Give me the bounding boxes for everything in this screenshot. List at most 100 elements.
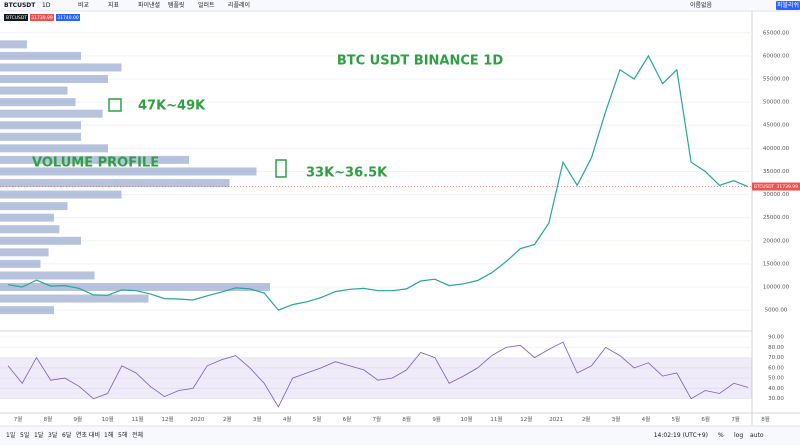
scale-option[interactable]: % [718, 432, 724, 439]
y-tick-label: 15000.00 [763, 261, 790, 267]
range-button[interactable]: 1달 [34, 431, 44, 439]
interval-button[interactable]: 1D [42, 2, 51, 9]
annotation: 33K~36.5K [306, 166, 388, 181]
volume-profile-bar [0, 40, 27, 49]
toolbar-button[interactable]: 리플레이 [228, 1, 250, 9]
x-tick-label: 2월 [582, 415, 591, 423]
y-tick-label: 55000.00 [763, 77, 790, 83]
bottom-bar [0, 426, 800, 445]
volume-profile-bar [0, 306, 54, 315]
y-tick-label: 90.00 [768, 335, 784, 341]
range-button[interactable]: 5해 [118, 431, 127, 439]
volume-profile-bar [0, 98, 76, 107]
y-tick-label: 10000.00 [763, 285, 790, 291]
x-tick-label: 12월 [161, 415, 173, 423]
volume-profile-bar [0, 190, 122, 199]
symbol-button[interactable]: BTCUSDT [4, 2, 36, 9]
toolbar-button[interactable]: 지표 [108, 1, 120, 9]
volume-profile-bar [0, 213, 54, 222]
y-tick-label: 50.00 [768, 376, 784, 382]
y-tick-label: 65000.00 [763, 30, 790, 36]
x-tick-label: 7월 [373, 415, 382, 423]
volume-profile-bar [0, 132, 81, 141]
range-button[interactable]: 1일 [6, 431, 15, 439]
volume-profile-bar [0, 121, 81, 130]
y-tick-label: 5000.00 [765, 308, 788, 314]
x-tick-label: 4월 [642, 415, 651, 423]
y-tick-label: 60.00 [768, 365, 784, 371]
x-tick-label: 11월 [490, 415, 502, 423]
y-tick-label: 30.00 [768, 396, 784, 402]
x-tick-label: 7월 [731, 415, 740, 423]
annotation-box [275, 159, 287, 178]
y-tick-label: 20000.00 [763, 238, 790, 244]
toolbar-button[interactable]: 템플릿 [168, 2, 185, 9]
legend-bid-bg [30, 14, 54, 21]
legend-ask: 31740.00 [57, 15, 79, 21]
volume-profile-bar [0, 294, 149, 303]
y-tick-label: 25000.00 [763, 215, 790, 221]
legend-symbol: BTCUSDT [6, 15, 27, 21]
rsi-line [7, 341, 749, 408]
range-button[interactable]: 6달 [62, 431, 72, 439]
volume-profile-bar [0, 248, 49, 257]
x-tick-label: 2020 [190, 417, 204, 423]
range-button[interactable]: 연초 대비 [76, 431, 100, 439]
x-tick-label: 5월 [672, 415, 681, 423]
volume-profile-bar [0, 202, 68, 211]
range-button[interactable]: 전체 [132, 431, 143, 439]
chart-title: BTC USDT BINANCE 1D [337, 54, 504, 69]
y-tick-label: 40000.00 [763, 146, 790, 152]
publish-button-bg[interactable] [776, 1, 800, 10]
volume-profile-bar [0, 86, 68, 95]
x-tick-label: 8월 [761, 415, 770, 423]
price-tag-bg [752, 182, 800, 191]
annotation-box [108, 98, 122, 112]
x-tick-label: 4월 [283, 415, 292, 423]
y-tick-label: 40.00 [768, 386, 784, 392]
legend-symbol-bg [4, 14, 28, 21]
toolbar [0, 0, 800, 11]
volume-profile-bar [0, 51, 81, 60]
x-tick-label: 6월 [701, 415, 710, 423]
clock: 14:02:19 (UTC+9) [654, 432, 708, 439]
x-tick-label: 7월 [14, 415, 23, 423]
y-tick-label: 35000.00 [763, 169, 790, 175]
publish-button[interactable]: 퍼블리쉬 [777, 1, 799, 9]
price-line [7, 54, 749, 311]
x-tick-label: 12월 [520, 415, 532, 423]
x-tick-label: 2021 [549, 417, 563, 423]
toolbar-button[interactable]: 파이낸셜 [138, 1, 160, 9]
x-tick-label: 9월 [74, 415, 83, 423]
scale-option[interactable]: log [734, 432, 743, 439]
y-tick-label: 80.00 [768, 345, 784, 351]
toolbar-button[interactable]: 얼러트 [198, 1, 215, 9]
annotation: VOLUME PROFILE [32, 156, 159, 171]
legend-ask-bg [56, 14, 80, 21]
y-tick-label: 45000.00 [763, 123, 790, 129]
price-tag-value: 31739.99 [777, 184, 799, 190]
volume-profile-bar [0, 155, 189, 164]
x-tick-label: 9월 [432, 415, 441, 423]
x-tick-label: 10월 [460, 415, 472, 423]
y-tick-label: 50000.00 [763, 100, 790, 106]
scale-option[interactable]: auto [750, 432, 764, 439]
layout-name[interactable]: 이름없음 [690, 1, 713, 9]
x-tick-label: 2월 [223, 415, 232, 423]
x-tick-label: 8월 [44, 415, 53, 423]
toolbar-button[interactable]: 비교 [78, 1, 90, 9]
volume-profile-bar [0, 283, 270, 292]
range-button[interactable]: 1해 [104, 431, 113, 439]
x-tick-label: 8월 [402, 415, 411, 423]
range-button[interactable]: 3달 [48, 431, 58, 439]
volume-profile-bar [0, 271, 95, 280]
volume-profile-bar [0, 144, 108, 153]
volume-profile-bar [0, 236, 81, 245]
range-button[interactable]: 5일 [20, 431, 29, 439]
y-tick-label: 30000.00 [763, 192, 790, 198]
volume-profile-bar [0, 109, 103, 118]
volume-profile-bar [0, 225, 60, 234]
x-tick-label: 11월 [132, 415, 144, 423]
